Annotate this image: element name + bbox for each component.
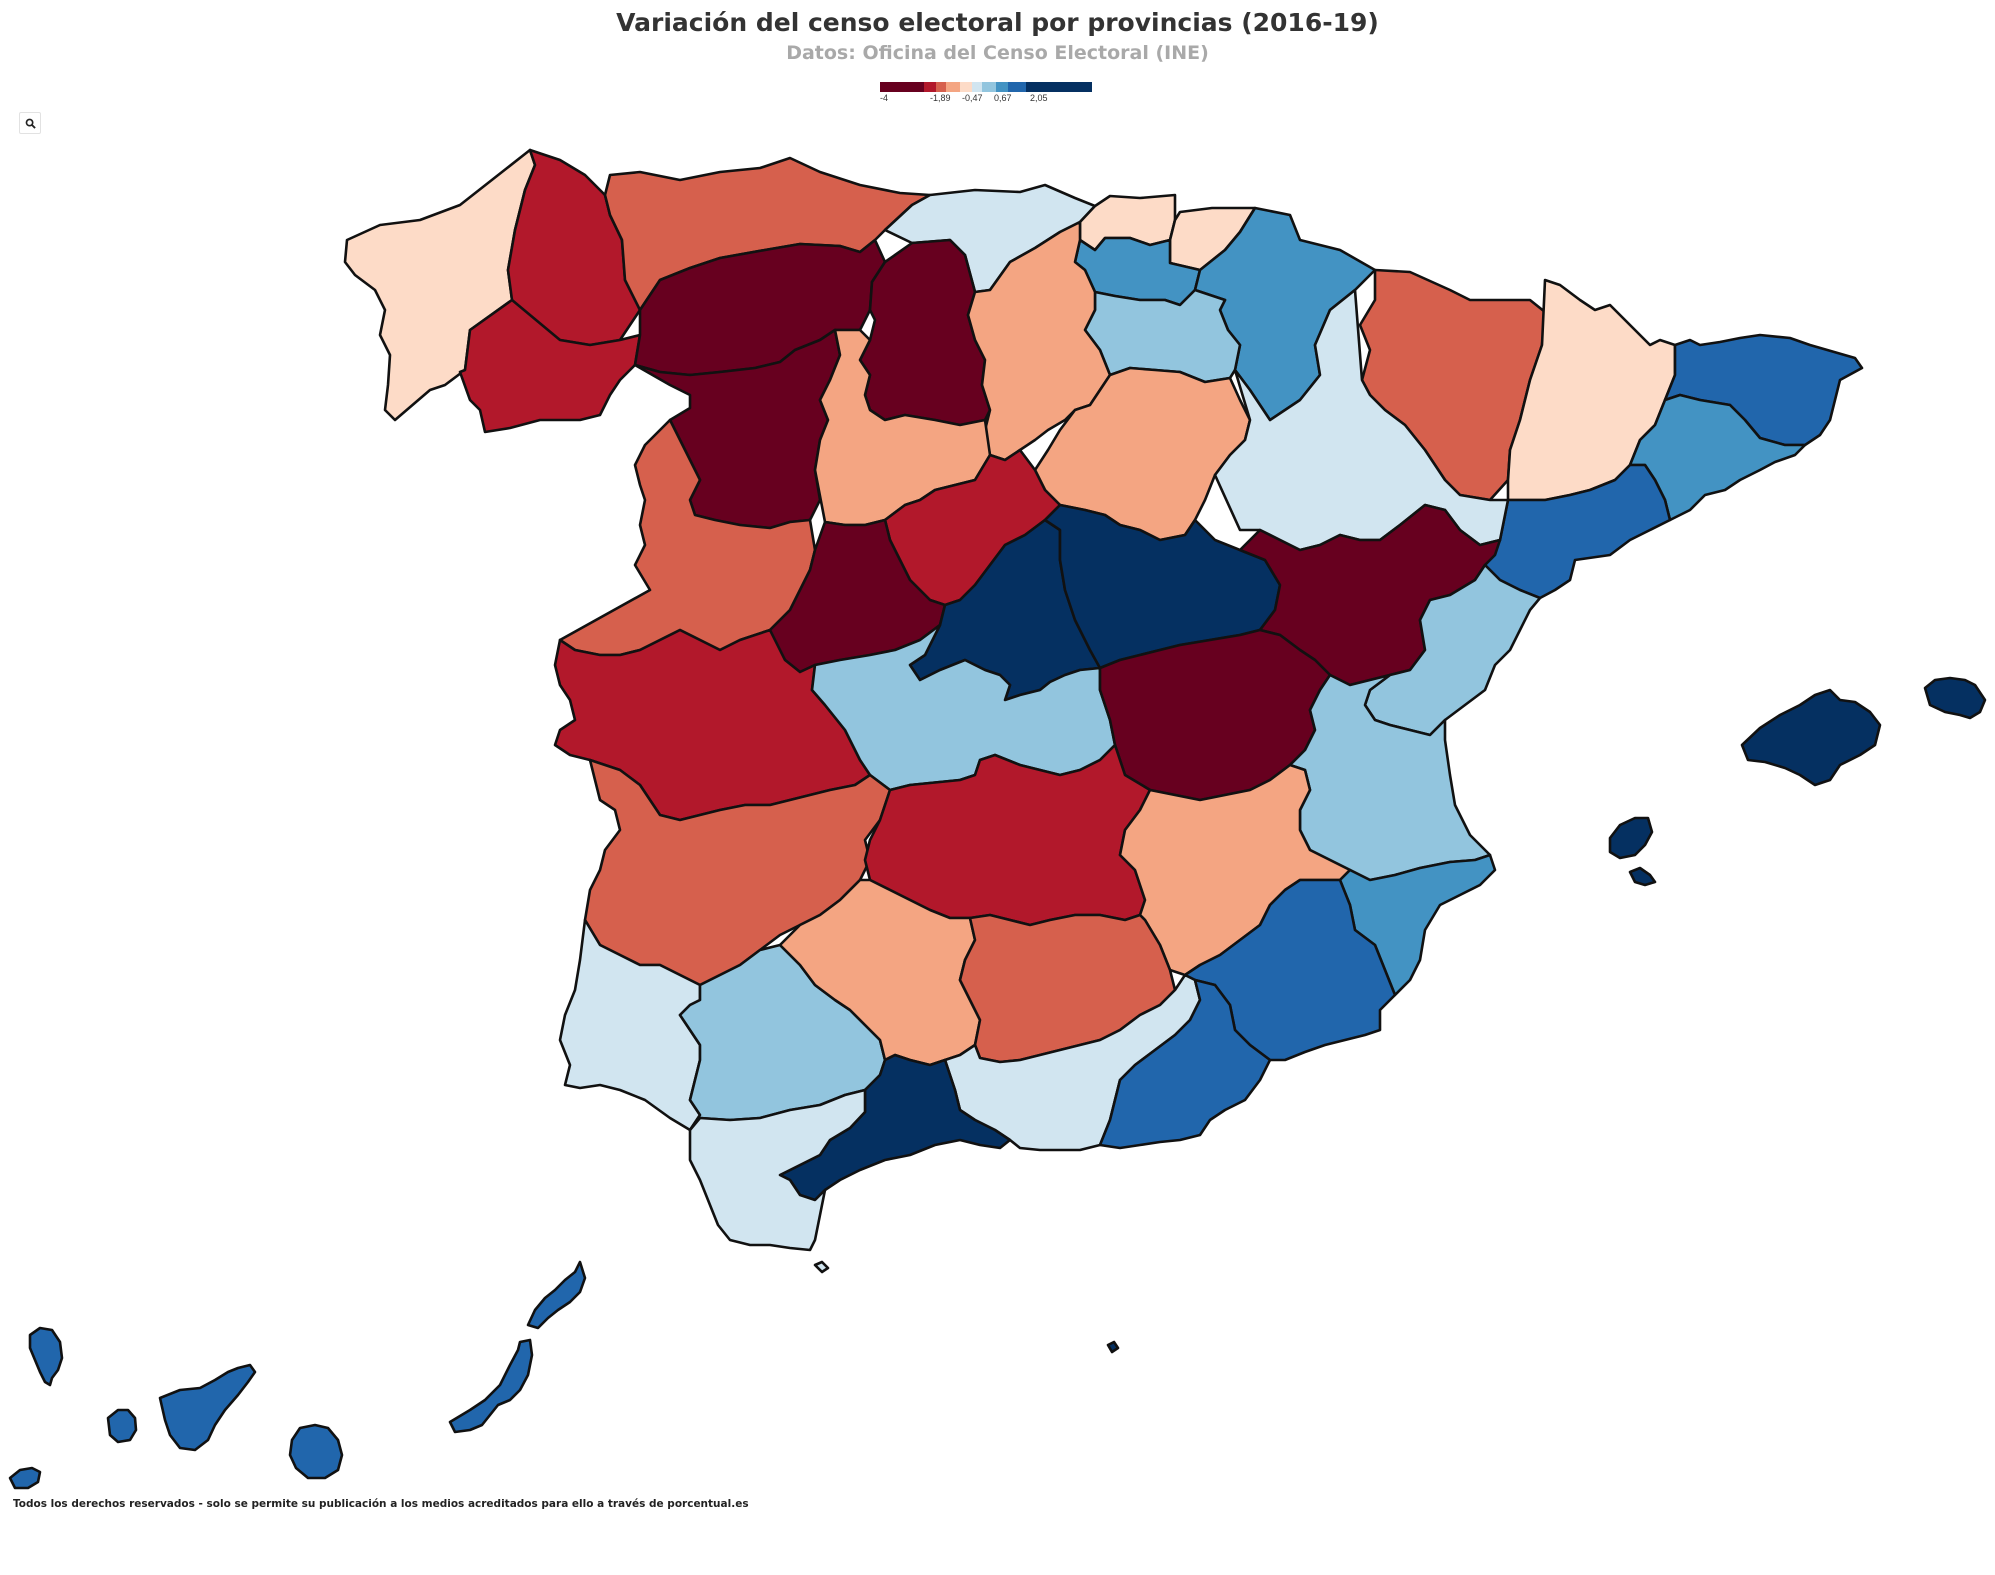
province-melilla[interactable]: Melilla bbox=[1106, 1340, 1120, 1354]
province-fuerteventura[interactable]: Fuerteventura bbox=[448, 1338, 534, 1434]
province-ibiza[interactable]: Ibiza bbox=[1608, 816, 1654, 860]
map-subtitle: Datos: Oficina del Censo Electoral (INE) bbox=[786, 42, 1209, 64]
legend-tick: 0,67 bbox=[994, 93, 1012, 103]
legend-tick: -0,47 bbox=[962, 93, 983, 103]
legend-swatch bbox=[880, 82, 924, 92]
legend-swatch bbox=[936, 82, 946, 92]
legend-tick: -4 bbox=[880, 93, 889, 103]
legend-swatch bbox=[982, 82, 996, 92]
province-menorca[interactable]: Menorca bbox=[1923, 676, 1987, 720]
province-la-palma[interactable]: La Palma bbox=[28, 1326, 64, 1387]
legend-swatch bbox=[1026, 82, 1092, 92]
legend-tick: 2,05 bbox=[1030, 93, 1048, 103]
map-title: Variación del censo electoral por provin… bbox=[616, 8, 1379, 37]
province-almeria[interactable]: Almería bbox=[1098, 978, 1272, 1150]
province-la-gomera[interactable]: La Gomera bbox=[106, 1408, 138, 1444]
province-lanzarote[interactable]: Lanzarote bbox=[526, 1260, 587, 1330]
province-cadiz[interactable]: Cádiz bbox=[688, 1088, 867, 1252]
province-a-coruna-pontevedra[interactable]: A Coruña / Pontevedra bbox=[343, 148, 537, 422]
legend-tick: -1,89 bbox=[930, 93, 951, 103]
province-mallorca[interactable]: Mallorca bbox=[1740, 688, 1882, 787]
color-legend: -4 -1,89 -0,47 0,67 2,05 bbox=[880, 82, 1120, 112]
legend-swatch bbox=[960, 82, 972, 92]
province-formentera[interactable]: Formentera bbox=[1628, 866, 1657, 887]
province-el-hierro[interactable]: El Hierro bbox=[8, 1466, 42, 1490]
search-icon bbox=[25, 118, 36, 129]
copyright-footer: Todos los derechos reservados - solo se … bbox=[13, 1498, 749, 1510]
province-ceuta[interactable]: Ceuta bbox=[813, 1260, 830, 1274]
province-tenerife[interactable]: Tenerife bbox=[158, 1363, 257, 1452]
legend-swatch bbox=[924, 82, 936, 92]
province-ourense[interactable]: Ourense bbox=[458, 298, 642, 434]
legend-color-bar bbox=[880, 82, 1120, 92]
legend-swatch bbox=[972, 82, 982, 92]
province-gran-canaria[interactable]: Gran Canaria bbox=[288, 1423, 344, 1480]
zoom-button[interactable] bbox=[19, 112, 41, 134]
legend-ticks: -4 -1,89 -0,47 0,67 2,05 bbox=[880, 92, 1120, 106]
legend-swatch bbox=[1008, 82, 1026, 92]
legend-swatch bbox=[946, 82, 960, 92]
legend-swatch bbox=[996, 82, 1008, 92]
